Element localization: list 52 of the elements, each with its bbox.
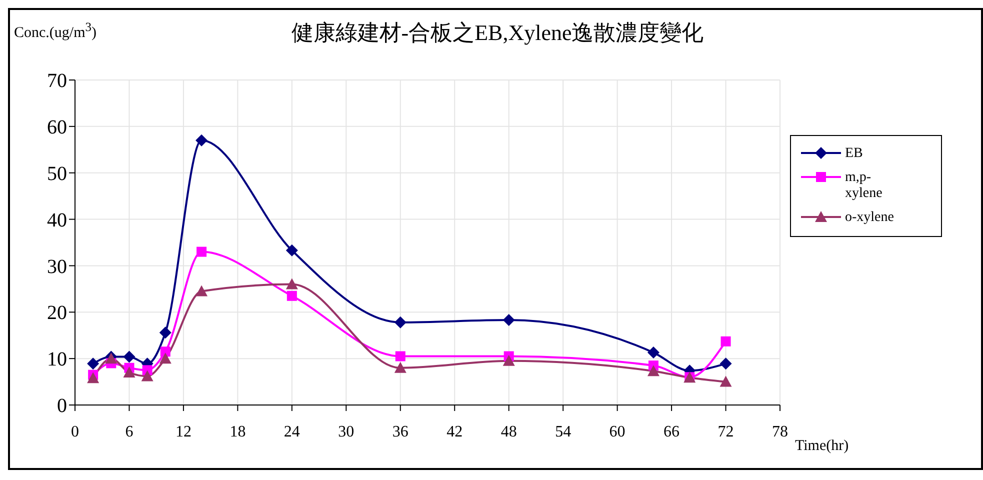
y-tick-label: 50 xyxy=(47,162,67,185)
point xyxy=(123,366,136,378)
point xyxy=(394,316,406,328)
x-axis-title: Time(hr) xyxy=(795,438,849,455)
point xyxy=(123,350,136,363)
point xyxy=(160,346,170,357)
point xyxy=(502,354,515,366)
point xyxy=(286,290,297,301)
point xyxy=(196,246,207,257)
y-tick-label: 20 xyxy=(47,302,67,324)
point xyxy=(395,351,406,362)
chart-title: 健康綠建材-合板之EB,Xylene逸散濃度變化 xyxy=(291,20,704,45)
point xyxy=(286,278,298,290)
x-tick-label: 24 xyxy=(284,423,300,440)
x-tick-label: 30 xyxy=(338,423,354,440)
y-tick-label: 0 xyxy=(57,395,67,418)
x-tick-label: 66 xyxy=(664,423,680,440)
x-tick-label: 0 xyxy=(71,423,79,440)
point xyxy=(394,362,406,373)
legend-label: m,p-xylene xyxy=(845,170,884,202)
x-tick-label: 78 xyxy=(772,423,788,440)
x-tick-label: 60 xyxy=(609,423,626,440)
x-tick-label: 6 xyxy=(125,423,134,440)
y-tick-label: 10 xyxy=(47,348,67,371)
x-tick-label: 42 xyxy=(446,423,463,440)
x-tick-label: 54 xyxy=(555,423,572,440)
x-tick-label: 36 xyxy=(392,423,408,440)
legend-label: EB xyxy=(845,146,864,162)
point xyxy=(647,346,660,359)
point xyxy=(196,134,208,146)
point xyxy=(502,314,515,326)
y-tick-label: 40 xyxy=(47,209,67,232)
point xyxy=(720,376,732,387)
point xyxy=(720,358,732,370)
point xyxy=(87,372,100,384)
point xyxy=(196,285,208,296)
y-tick-label: 60 xyxy=(47,116,67,139)
point xyxy=(647,365,660,376)
y-tick-label: 30 xyxy=(47,256,67,278)
point xyxy=(159,326,172,339)
point xyxy=(141,370,154,382)
legend-label: o-xylene xyxy=(845,210,895,226)
point xyxy=(720,336,731,346)
x-tick-label: 12 xyxy=(175,423,192,440)
x-tick-label: 18 xyxy=(230,423,246,440)
point xyxy=(159,352,172,364)
y-tick-label: 70 xyxy=(47,70,67,92)
y-axis-title: Conc.(ug/m$^{3}$) xyxy=(14,20,96,42)
x-tick-label: 48 xyxy=(500,423,517,440)
point xyxy=(87,358,100,370)
x-tick-label: 72 xyxy=(718,423,734,440)
point xyxy=(286,244,298,256)
